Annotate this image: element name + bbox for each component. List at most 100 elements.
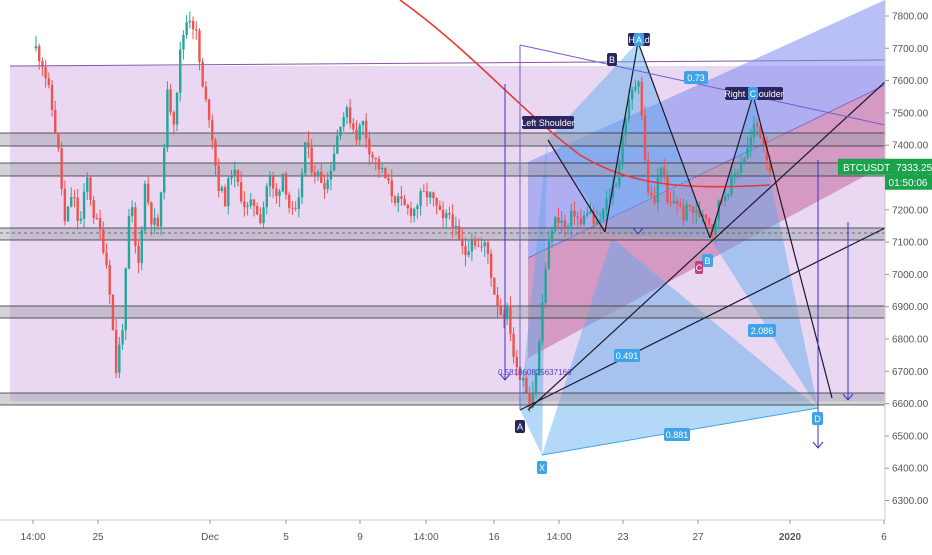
candle-body <box>265 186 268 208</box>
candle-body <box>50 85 54 110</box>
candle-body <box>502 314 506 320</box>
y-tick-label: 7000.00 <box>892 270 929 281</box>
candle-body <box>230 176 233 179</box>
y-tick-label: 6800.00 <box>892 335 929 346</box>
ratio-cd: 2.086 <box>751 326 774 336</box>
ratio-xd: 0.881 <box>666 430 689 440</box>
candle-body <box>140 230 143 263</box>
candle-body <box>57 132 60 149</box>
candle-body <box>271 176 275 189</box>
candle-body <box>505 307 509 320</box>
candle-body <box>406 204 410 209</box>
candle-body <box>432 192 435 198</box>
point-x: X <box>539 463 545 473</box>
candle-body <box>595 220 599 225</box>
marker-c-bg <box>695 261 703 274</box>
candle-body <box>361 120 365 126</box>
price-badge-bg[interactable] <box>838 158 932 175</box>
candle-body <box>377 159 381 170</box>
candle-body <box>121 330 124 345</box>
candle-body <box>727 194 730 197</box>
candle-body <box>249 199 252 206</box>
candle-body <box>640 82 643 116</box>
candle-body <box>509 307 512 334</box>
candle-body <box>489 253 493 278</box>
candle-body <box>477 245 480 247</box>
candle-body <box>95 217 99 219</box>
candle-body <box>544 268 547 303</box>
candle-body <box>336 135 339 154</box>
candle-body <box>34 46 38 49</box>
candle-body <box>765 145 768 161</box>
candle-body <box>470 240 474 252</box>
candle-body <box>214 140 217 166</box>
candle-body <box>297 197 301 209</box>
x-tick-label: 5 <box>283 532 289 543</box>
ratio-xd-bg <box>664 428 690 441</box>
candle-body <box>92 200 95 218</box>
neckline-part <box>637 41 711 239</box>
candle-body <box>563 220 567 228</box>
candle-body <box>278 191 281 197</box>
candle-body <box>211 120 214 141</box>
candle-body <box>473 240 477 246</box>
candle-body <box>313 172 317 177</box>
candle-body <box>255 206 259 215</box>
candle-body <box>137 245 140 263</box>
pattern-fills <box>9 0 886 455</box>
candle-body <box>275 188 278 197</box>
candle-body <box>329 170 333 180</box>
candle-body <box>749 137 752 148</box>
point-c: C <box>750 89 757 99</box>
arrow-head <box>812 441 824 449</box>
candle-body <box>355 129 358 140</box>
y-tick-label: 6400.00 <box>892 464 929 475</box>
candle-body <box>762 138 765 146</box>
candle-body <box>672 200 676 203</box>
harmonic-bc <box>547 42 638 235</box>
candle-body <box>207 99 211 121</box>
candle-body <box>243 201 246 208</box>
candle-body <box>163 148 166 193</box>
arrow-head <box>842 393 854 401</box>
candle-body <box>342 117 345 127</box>
candle-body <box>541 302 544 342</box>
candle-body <box>483 242 486 247</box>
y-tick-label: 6600.00 <box>892 399 929 410</box>
candle-body <box>634 86 637 90</box>
candle-body <box>291 207 294 209</box>
point-d-bg <box>812 412 823 425</box>
candle-body <box>589 210 592 214</box>
candle-body <box>723 196 727 201</box>
candle-body <box>669 202 672 204</box>
channel-lower <box>528 85 885 358</box>
candle-body <box>602 209 605 220</box>
candle-body <box>598 219 602 221</box>
candle-body <box>739 163 743 173</box>
candle-body <box>259 214 262 224</box>
candle-body <box>457 225 461 239</box>
candle-body <box>525 377 528 393</box>
candle-body <box>233 169 236 177</box>
candle-body <box>384 168 387 179</box>
candle-body <box>124 268 127 331</box>
candle-body <box>220 187 224 191</box>
candle-body <box>445 213 448 219</box>
candle-body <box>528 392 531 408</box>
candle-body <box>390 180 393 197</box>
arrow-head <box>632 227 644 235</box>
candle-body <box>618 164 621 186</box>
candle-body <box>403 198 406 205</box>
candle-body <box>169 89 172 113</box>
candle-body <box>310 147 313 173</box>
candle-body <box>688 204 692 207</box>
candle-body <box>348 107 352 124</box>
x-tick-label: 14:00 <box>546 532 571 543</box>
candle-body <box>454 225 458 229</box>
candle-body <box>691 206 695 213</box>
candle-body <box>605 199 608 210</box>
candle-body <box>114 329 118 373</box>
